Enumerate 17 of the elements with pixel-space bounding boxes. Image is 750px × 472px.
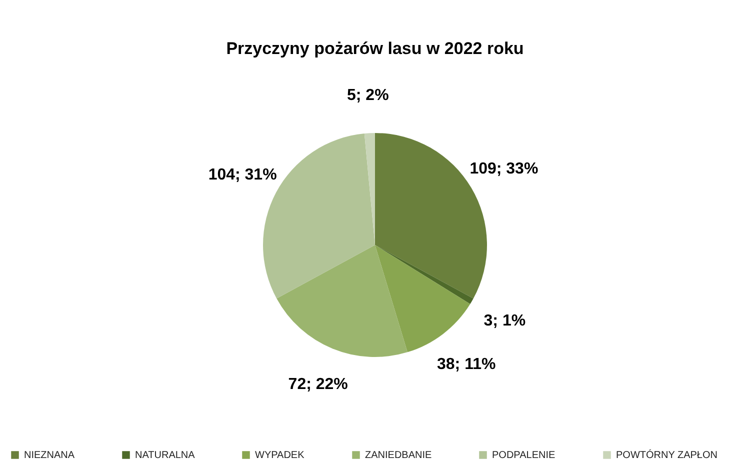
pie-slice — [276, 245, 408, 357]
legend-label: WYPADEK — [255, 450, 305, 461]
pie-slice — [364, 133, 375, 245]
legend-label: NATURALNA — [135, 450, 196, 461]
pie-slice — [375, 245, 470, 352]
legend-label: NIEZNANA — [24, 450, 75, 461]
legend-label: POWTÓRNY ZAPŁON — [616, 449, 718, 461]
legend-label: ZANIEDBANIE — [365, 450, 432, 461]
data-label: 72; 22% — [288, 376, 348, 393]
chart-title: Przyczyny pożarów lasu w 2022 roku — [226, 39, 524, 58]
data-label: 38; 11% — [437, 356, 496, 373]
data-label: 109; 33% — [470, 160, 538, 178]
data-label: 104; 31% — [208, 166, 277, 184]
pie-slice — [375, 245, 474, 304]
data-label: 5; 2% — [346, 87, 389, 104]
data-label: 3; 1% — [484, 312, 526, 330]
legend-label: PODPALENIE — [492, 450, 556, 461]
